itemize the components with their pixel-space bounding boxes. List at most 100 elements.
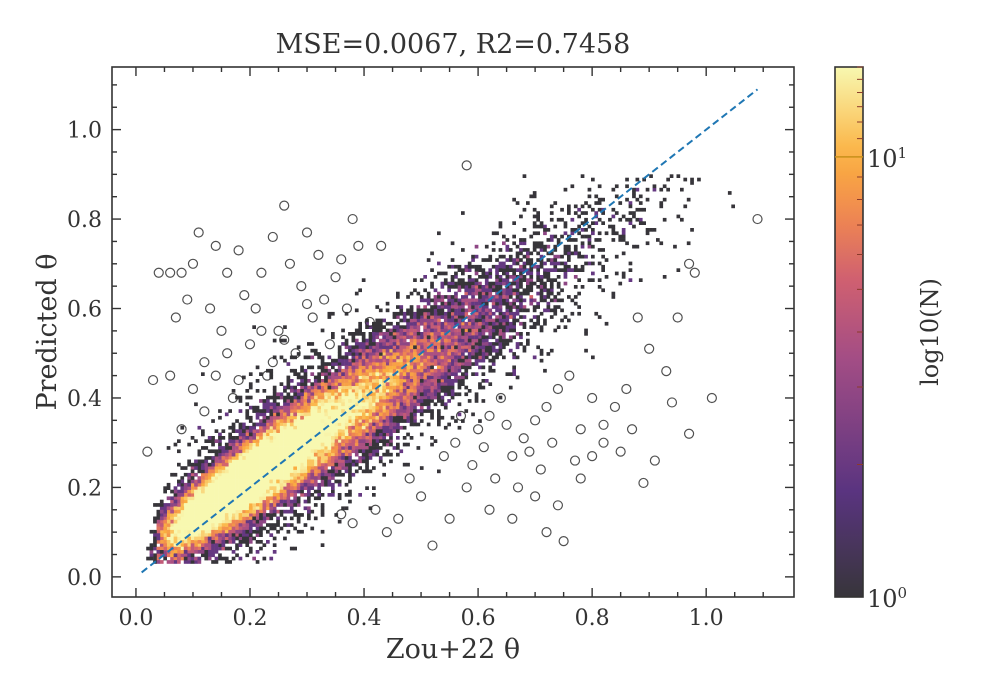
density-bin	[313, 382, 318, 386]
density-bin	[351, 459, 356, 464]
outlier-point	[324, 339, 335, 350]
density-bin	[382, 379, 386, 383]
density-bin	[190, 509, 195, 514]
density-bin	[228, 472, 232, 477]
density-bin	[457, 402, 462, 407]
density-bin	[334, 419, 339, 423]
density-bin	[334, 422, 339, 427]
density-bin	[481, 328, 486, 333]
density-bin	[519, 214, 523, 219]
outlier-point	[364, 316, 375, 328]
density-bin	[337, 449, 342, 454]
density-bin	[543, 298, 547, 303]
density-bin	[632, 214, 636, 219]
density-bin	[443, 305, 448, 309]
density-bin	[365, 415, 369, 420]
density-bin	[266, 452, 270, 457]
density-bin	[447, 308, 451, 313]
density-bin	[573, 285, 578, 289]
density-bin	[177, 506, 181, 511]
density-bin	[385, 301, 390, 306]
density-bin	[437, 328, 441, 333]
density-bin	[406, 382, 410, 386]
density-bin	[331, 395, 335, 400]
density-bin	[505, 264, 510, 269]
density-bin	[324, 389, 328, 393]
density-bin	[255, 462, 260, 467]
density-bin	[443, 315, 448, 319]
density-bin	[334, 459, 339, 464]
density-bin	[218, 476, 222, 480]
density-bin	[409, 355, 414, 360]
density-bin	[519, 268, 523, 272]
density-bin	[159, 543, 164, 547]
density-bin	[245, 456, 250, 460]
density-bin	[194, 503, 198, 507]
density-bin	[491, 281, 496, 286]
density-bin	[286, 486, 291, 490]
density-bin	[156, 519, 161, 524]
density-bin	[231, 533, 236, 537]
density-bin	[331, 389, 335, 393]
density-bin	[515, 288, 520, 293]
density-bin	[190, 466, 195, 470]
density-bin	[173, 489, 178, 494]
density-bin	[406, 352, 410, 356]
density-bin	[563, 268, 568, 272]
density-bin	[443, 328, 448, 333]
density-bin	[337, 348, 342, 353]
density-bin	[248, 489, 253, 494]
density-bin	[413, 362, 417, 366]
density-bin	[166, 482, 171, 487]
density-bin	[423, 368, 427, 373]
density-bin	[337, 466, 342, 470]
density-bin	[153, 516, 157, 521]
density-bin	[536, 217, 540, 222]
density-bin	[430, 436, 434, 440]
density-bin	[536, 315, 540, 319]
density-bin	[621, 275, 626, 279]
density-bin	[276, 469, 280, 474]
density-bin	[341, 456, 345, 460]
density-bin	[522, 241, 527, 246]
density-bin	[272, 338, 277, 343]
density-bin	[344, 375, 349, 380]
density-bin	[293, 439, 297, 443]
density-bin	[296, 503, 301, 507]
density-bin	[334, 466, 339, 470]
density-bin	[276, 419, 280, 423]
density-bin	[231, 489, 236, 494]
density-bin	[536, 264, 540, 269]
density-bin	[508, 335, 513, 340]
density-bin	[300, 493, 304, 497]
density-bin	[426, 399, 431, 403]
density-bin	[447, 332, 451, 336]
density-bin	[344, 352, 349, 356]
density-bin	[440, 355, 445, 360]
density-bin	[204, 496, 209, 501]
density-bin	[584, 234, 588, 239]
density-bin	[177, 529, 181, 534]
density-bin	[378, 382, 383, 386]
density-bin	[153, 529, 157, 534]
density-bin	[546, 288, 551, 293]
density-bin	[385, 425, 390, 430]
density-bin	[180, 516, 185, 521]
density-bin	[183, 472, 188, 477]
density-bin	[512, 281, 516, 286]
density-bin	[269, 556, 274, 561]
density-bin	[512, 355, 516, 360]
density-bin	[252, 499, 256, 504]
density-bin	[426, 389, 431, 393]
density-bin	[354, 332, 359, 336]
density-bin	[447, 311, 451, 316]
density-bin	[269, 442, 274, 447]
density-bin	[156, 540, 161, 544]
density-bin	[539, 221, 544, 225]
density-bin	[279, 425, 284, 430]
density-bin	[303, 499, 308, 504]
density-bin	[563, 261, 568, 266]
density-bin	[344, 456, 349, 460]
density-bin	[385, 399, 390, 403]
density-bin	[375, 446, 380, 450]
